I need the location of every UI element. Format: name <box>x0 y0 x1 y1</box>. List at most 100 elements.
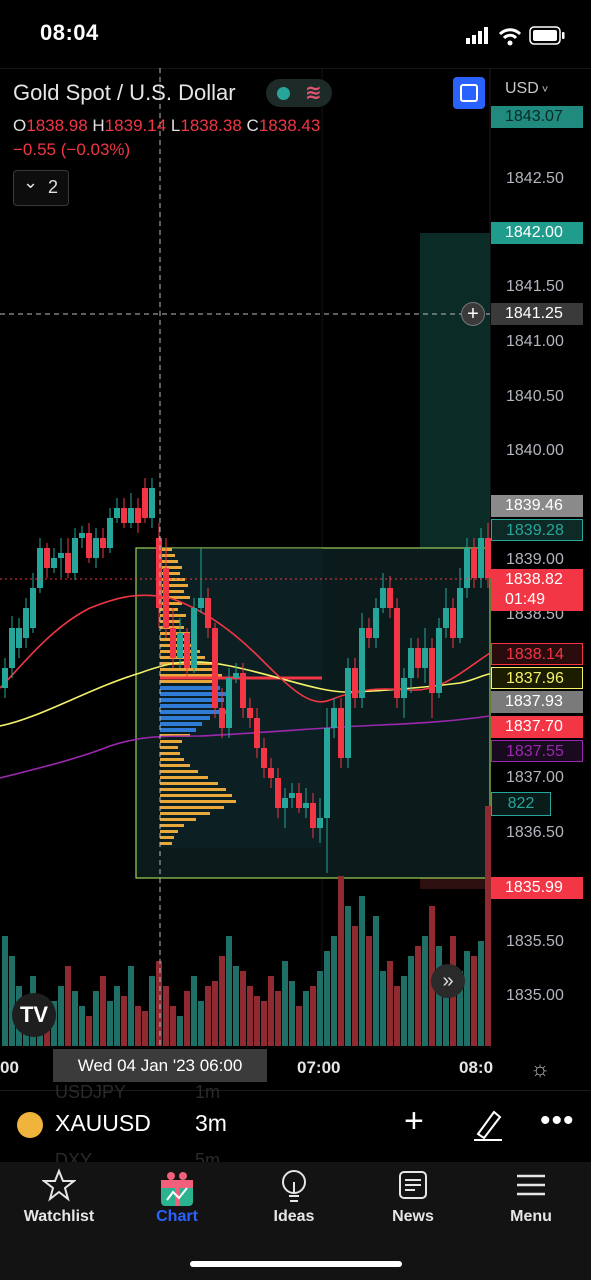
volume-bar <box>212 981 218 1046</box>
volume-bar <box>387 961 393 1046</box>
volume-bar <box>149 976 155 1046</box>
candle-body <box>352 668 358 698</box>
price-tag-red-ma: 1838.14 <box>491 643 583 665</box>
price-tick: 1841.00 <box>506 333 564 350</box>
price-tag-stop: 1835.99 <box>491 877 583 899</box>
volume-bar <box>338 876 344 1046</box>
scroll-to-realtime-icon[interactable]: » <box>431 964 465 998</box>
candle-body <box>317 818 323 828</box>
nav-chart[interactable] <box>127 1168 227 1213</box>
candle-body <box>37 548 43 588</box>
candle-body <box>121 508 127 523</box>
price-change: −0.55 (−0.03%) <box>13 140 131 159</box>
settings-gear-icon[interactable]: ☼ <box>530 1056 551 1081</box>
ma-yellow <box>0 661 491 727</box>
volume-bar <box>478 941 484 1046</box>
volume-bar <box>240 971 246 1046</box>
candle-body <box>401 678 407 698</box>
signal-icon <box>466 27 488 44</box>
volume-bar <box>471 956 477 1046</box>
high-label: H <box>92 116 105 135</box>
candle-body <box>359 628 365 698</box>
status-time: 08:04 <box>40 20 99 45</box>
volume-bar <box>352 926 358 1046</box>
candle-body <box>394 608 400 698</box>
candle-body <box>30 588 36 628</box>
price-tag-red: 1837.70 <box>491 716 583 738</box>
volume-bar <box>310 986 316 1046</box>
volume-bar <box>121 996 127 1046</box>
volume-bar <box>394 986 400 1046</box>
candle-body <box>44 548 50 568</box>
nav-menu[interactable] <box>481 1168 581 1207</box>
wave-icon: ≋ <box>305 82 322 104</box>
high-value: 1839.14 <box>104 116 167 135</box>
more-options-icon[interactable]: ••• <box>540 1104 575 1137</box>
candle-body <box>254 718 260 748</box>
drawing-pen-icon[interactable] <box>472 1106 504 1142</box>
candle-body <box>324 728 330 818</box>
volume-bar <box>2 936 8 1046</box>
volume-bar <box>261 1001 267 1046</box>
price-chart[interactable] <box>0 68 591 1048</box>
add-plus-icon[interactable]: + <box>404 1102 424 1140</box>
low-value: 1838.38 <box>180 116 242 135</box>
candle-body <box>296 793 302 808</box>
candle-body <box>149 488 155 518</box>
symbol-title[interactable]: Gold Spot / U.S. Dollar <box>13 80 236 105</box>
candle-body <box>72 538 78 573</box>
nav-watchlist[interactable] <box>9 1168 109 1207</box>
ohlc-legend: O1838.98 H1839.14 L1838.38 C1838.43 <box>13 116 320 136</box>
volume-bar <box>373 916 379 1046</box>
indicators-toggle-button[interactable] <box>13 170 69 206</box>
volume-bar <box>72 991 78 1046</box>
volume-bar <box>296 1006 302 1046</box>
candle-body <box>310 803 316 828</box>
price-tick: 1842.50 <box>506 170 564 187</box>
currency-label: USD <box>505 80 539 97</box>
volume-bar <box>359 896 365 1046</box>
candle-body <box>184 633 190 668</box>
candle-body <box>198 598 204 608</box>
candle-body <box>261 748 267 768</box>
candle-body <box>450 608 456 638</box>
candle-body <box>387 588 393 608</box>
candle-body <box>107 518 113 548</box>
status-icons <box>466 26 565 46</box>
candle-body <box>247 708 253 718</box>
volume-bar <box>128 966 134 1046</box>
volume-bar <box>100 976 106 1046</box>
volume-bar <box>303 991 309 1046</box>
market-status-pill[interactable] <box>266 79 332 107</box>
candle-body <box>233 673 239 678</box>
crosshair-date-label: Wed 04 Jan '23 06:00 <box>53 1049 267 1082</box>
open-value: 1838.98 <box>26 116 88 135</box>
candle-body <box>79 533 85 538</box>
bar-countdown: 01:49 <box>505 591 546 608</box>
volume-bar <box>219 956 225 1046</box>
hamburger-menu-icon <box>517 1174 545 1196</box>
volume-bar <box>93 991 99 1046</box>
nav-watchlist-label: Watchlist <box>23 1208 95 1225</box>
layout-button[interactable] <box>453 77 485 109</box>
interval-selector[interactable]: 3m <box>195 1110 227 1136</box>
news-icon <box>399 1171 427 1199</box>
ghost-symbol: USDJPY <box>55 1082 127 1102</box>
nav-ideas[interactable] <box>244 1168 344 1209</box>
symbol-selector[interactable]: XAUUSD <box>55 1110 151 1136</box>
candle-body <box>51 558 57 568</box>
volume-bar <box>254 996 260 1046</box>
volume-bar <box>79 1006 85 1046</box>
candle-body <box>177 633 183 658</box>
candle-body <box>9 628 15 668</box>
currency-selector[interactable]: USD ˅ <box>505 80 548 98</box>
volume-bar <box>58 986 64 1046</box>
nav-news[interactable] <box>363 1168 463 1207</box>
wifi-icon <box>498 28 522 46</box>
add-alert-plus-icon[interactable]: + <box>461 302 485 326</box>
price-tag-high: 1839.46 <box>491 495 583 517</box>
volume-bar <box>485 806 491 1046</box>
volume-bar <box>331 936 337 1046</box>
lightbulb-icon <box>282 1170 306 1202</box>
candle-body <box>240 673 246 708</box>
